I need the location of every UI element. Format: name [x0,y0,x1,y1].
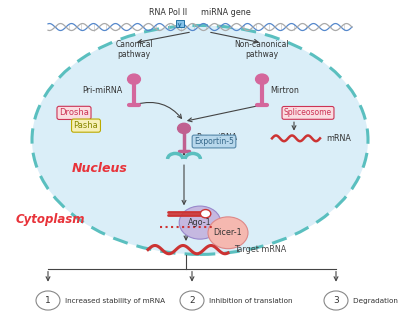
Text: Drosha: Drosha [59,108,89,117]
Text: Target mRNA: Target mRNA [234,245,286,254]
Circle shape [324,291,348,310]
Text: Pri-miRNA: Pri-miRNA [82,86,122,95]
Text: Pre-miRNA: Pre-miRNA [196,133,237,142]
Circle shape [179,206,221,239]
Text: miRNA gene: miRNA gene [201,8,251,17]
Text: 2: 2 [189,296,195,305]
Circle shape [180,291,204,310]
Text: Ago-1: Ago-1 [188,218,212,227]
Text: 3: 3 [333,296,339,305]
Circle shape [200,210,211,218]
Text: Mirtron: Mirtron [270,86,299,95]
Text: Dicer-1: Dicer-1 [214,228,242,237]
Text: RNA Pol II: RNA Pol II [149,8,187,17]
Text: Non-canonical
pathway: Non-canonical pathway [235,39,289,59]
Circle shape [36,291,60,310]
Text: Cytoplasm: Cytoplasm [16,213,86,225]
Circle shape [178,123,190,134]
Circle shape [128,74,140,84]
Text: mRNA: mRNA [326,134,351,143]
Circle shape [208,217,248,249]
Text: 1: 1 [45,296,51,305]
Text: Inhibition of translation: Inhibition of translation [209,298,292,303]
Text: Increased stability of mRNA: Increased stability of mRNA [65,298,165,303]
Text: Exportin-5: Exportin-5 [194,137,234,146]
Circle shape [256,74,268,84]
Text: Degradation of miRNA: Degradation of miRNA [353,298,400,303]
Text: Spliceosome: Spliceosome [284,108,332,117]
Ellipse shape [32,25,368,254]
Text: Canonical
pathway: Canonical pathway [115,39,153,59]
Text: Pasha: Pasha [74,121,98,130]
Text: Nucleus: Nucleus [72,162,128,175]
FancyBboxPatch shape [176,20,184,27]
